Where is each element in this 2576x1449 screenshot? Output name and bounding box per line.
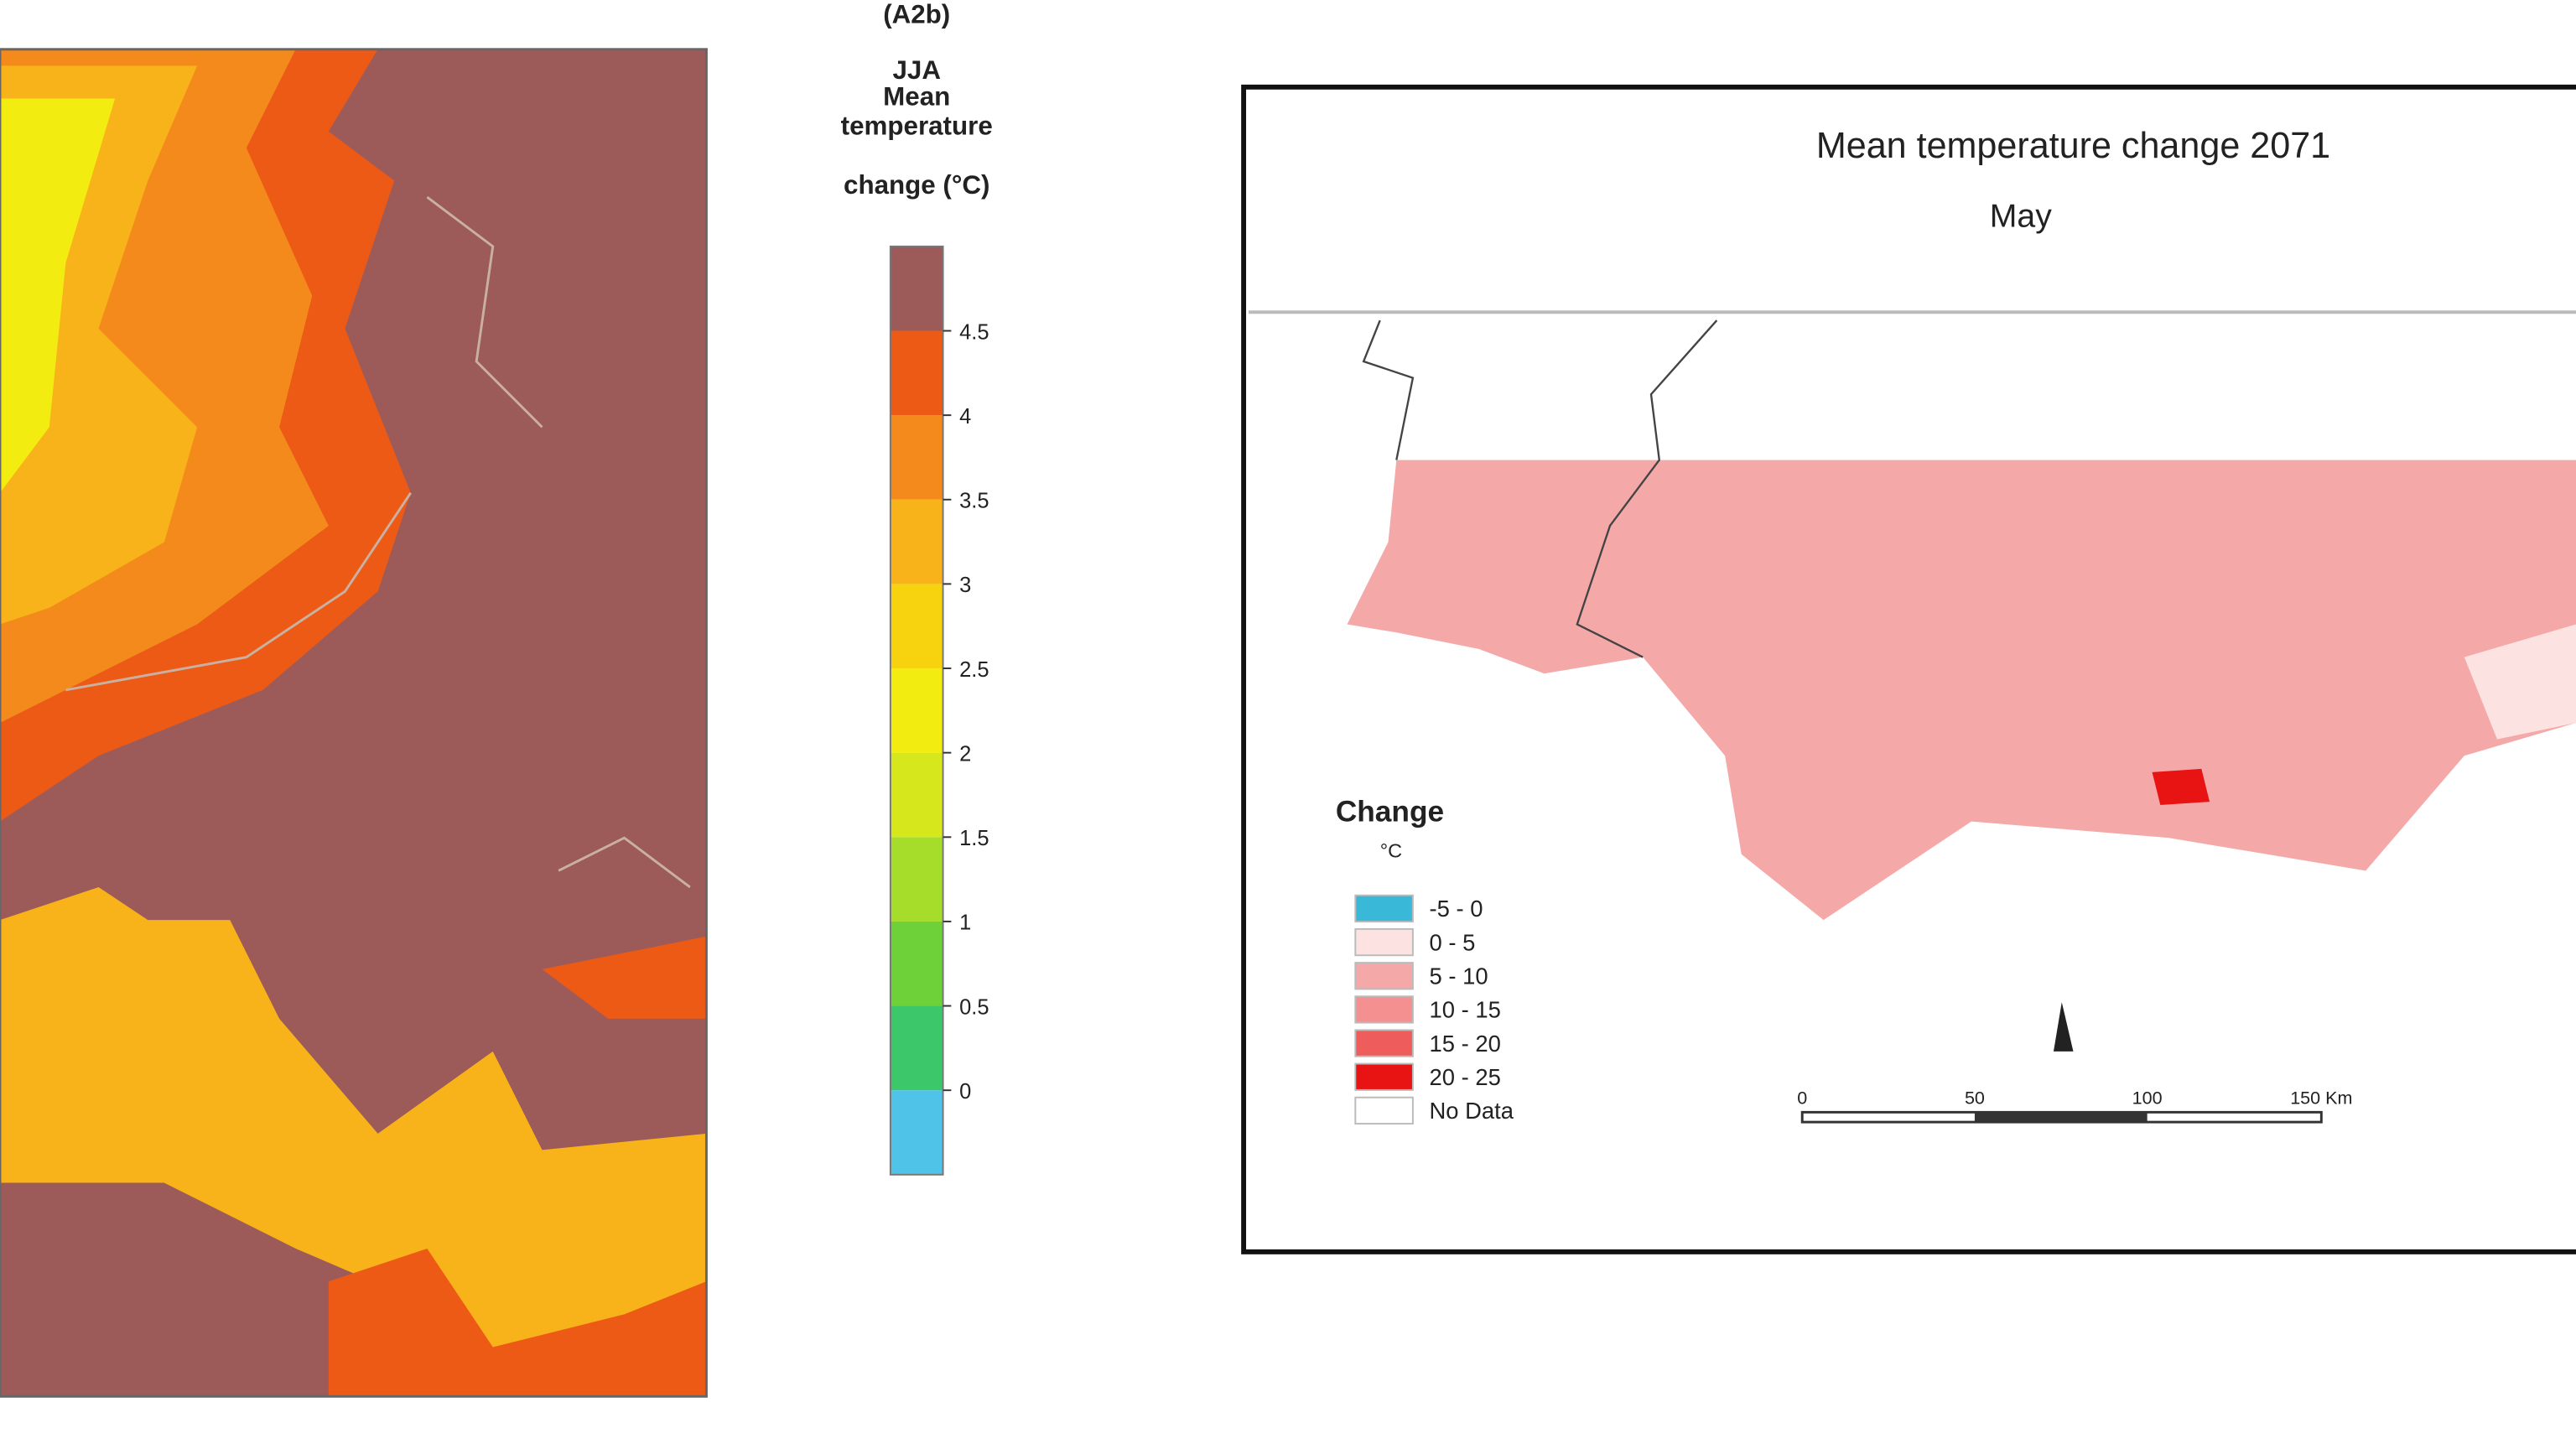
region-0-5 <box>2464 624 2576 740</box>
legend-title: (A2b) <box>883 0 950 29</box>
region <box>328 1248 707 1397</box>
colorbar-segment <box>890 584 943 669</box>
legend-label: 20 - 25 <box>1429 1064 1500 1090</box>
colorbar-tick-label: 4 <box>959 405 971 428</box>
colorbar-segment <box>890 1005 943 1091</box>
legend-swatch <box>1354 894 1414 923</box>
legend-swatch <box>1354 962 1414 990</box>
colorbar-segment <box>890 1090 943 1175</box>
scale-bar-segment <box>1974 1112 2148 1123</box>
colorbar-tick-label: 0 <box>959 1080 971 1104</box>
colorbar-segment <box>890 668 943 753</box>
region-5-10 <box>1347 460 2576 921</box>
colorbar-tick-label: 1.5 <box>959 827 989 850</box>
legend-label: -5 - 0 <box>1429 896 1483 922</box>
legend-label: 10 - 15 <box>1429 997 1500 1023</box>
legend-label: 0 - 5 <box>1429 929 1475 955</box>
north-arrow <box>2053 1002 2074 1052</box>
colorbar-tick-label: 1 <box>959 911 971 935</box>
border <box>1362 319 1718 658</box>
colorbar-frame <box>889 245 944 1176</box>
legend-swatch <box>1354 927 1414 957</box>
map-frame <box>0 48 708 1398</box>
legend-title: change (°C) <box>844 170 989 200</box>
legend-label: 5 - 10 <box>1429 963 1488 989</box>
map-subtitle: May <box>1990 198 2052 234</box>
legend-label: 15 - 20 <box>1429 1031 1500 1057</box>
colorbar-tick-label: 2 <box>959 742 971 766</box>
colorbar-segment <box>890 921 943 1006</box>
legend-title: Change <box>1336 796 1444 828</box>
legend-title: temperature <box>841 112 993 141</box>
scale-label: 0 <box>1797 1088 1807 1109</box>
colorbar-segment <box>890 246 943 331</box>
colorbar-segment <box>890 499 943 584</box>
scale-label: 150 Km <box>2290 1088 2352 1109</box>
legend-label: No Data <box>1429 1098 1514 1124</box>
colorbar-segment <box>890 837 943 922</box>
colorbar-tick-label: 0.5 <box>959 995 989 1019</box>
region <box>0 98 116 493</box>
legend-unit: °C <box>1380 840 1402 862</box>
colorbar-segment <box>890 415 943 500</box>
region <box>0 886 707 1397</box>
colorbar-tick-label: 3 <box>959 574 971 597</box>
region <box>542 936 707 1019</box>
coastline <box>65 195 691 889</box>
scale-label: 50 <box>1965 1088 1985 1109</box>
colorbar-tick-label: 2.5 <box>959 658 989 682</box>
legend-title: JJA <box>892 55 940 85</box>
scale-label: 100 <box>2132 1088 2163 1109</box>
legend-swatch <box>1354 995 1414 1024</box>
legend-swatch <box>1354 1029 1414 1057</box>
europe-map <box>0 48 708 1398</box>
iberia-map <box>1241 84 2576 1254</box>
region-20-25 <box>2152 768 2210 805</box>
region <box>0 1182 263 1397</box>
colorbar-tick-label: 4.5 <box>959 320 989 344</box>
map-title: Mean temperature change 2071 <box>1816 126 2330 166</box>
colorbar-segment <box>890 330 943 416</box>
legend-title: Mean <box>883 81 950 111</box>
colorbar-tick-label: 3.5 <box>959 490 989 513</box>
colorbar-segment <box>890 752 943 838</box>
right-legend: Mean temperature change 2071 May Change °C -… <box>1336 126 2352 1125</box>
legend-swatch <box>1354 1062 1414 1091</box>
legend-swatch <box>1354 1096 1414 1125</box>
